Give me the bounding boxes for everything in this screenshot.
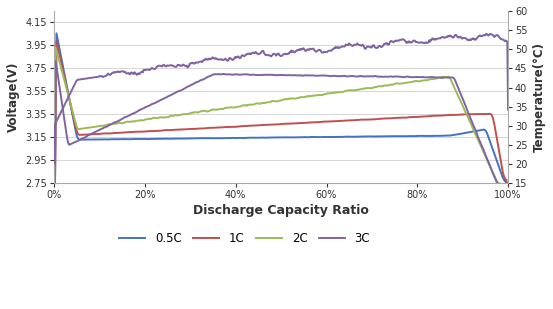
1C bbox=[257, 123, 264, 127]
1C bbox=[393, 116, 400, 120]
2C bbox=[53, 46, 59, 49]
Line: 0.5C: 0.5C bbox=[54, 33, 508, 288]
1C bbox=[319, 120, 326, 124]
3C bbox=[354, 75, 361, 78]
3C bbox=[319, 74, 326, 77]
1C bbox=[132, 130, 139, 133]
3C bbox=[505, 264, 512, 267]
Line: 1C: 1C bbox=[54, 41, 508, 286]
Line: 2C: 2C bbox=[54, 48, 508, 272]
3C bbox=[132, 111, 139, 115]
0.5C bbox=[393, 134, 400, 138]
0.5C bbox=[51, 261, 58, 265]
2C bbox=[132, 120, 139, 123]
0.5C bbox=[257, 136, 264, 139]
2C bbox=[354, 88, 361, 92]
0.5C bbox=[168, 137, 175, 141]
3C bbox=[51, 276, 58, 280]
2C bbox=[393, 82, 400, 85]
0.5C bbox=[319, 135, 326, 139]
1C bbox=[168, 128, 175, 132]
3C bbox=[393, 75, 400, 78]
2C bbox=[257, 102, 264, 105]
1C bbox=[505, 285, 512, 288]
3C bbox=[257, 73, 264, 77]
Y-axis label: Temperature(°C): Temperature(°C) bbox=[533, 42, 546, 152]
2C bbox=[168, 114, 175, 118]
Line: 3C: 3C bbox=[54, 61, 508, 278]
2C bbox=[505, 263, 512, 267]
Legend: 0.5C, 1C, 2C, 3C: 0.5C, 1C, 2C, 3C bbox=[114, 227, 375, 250]
1C bbox=[53, 40, 60, 43]
1C bbox=[51, 266, 58, 270]
0.5C bbox=[132, 137, 139, 141]
Y-axis label: Voltage(V): Voltage(V) bbox=[7, 62, 20, 132]
0.5C bbox=[505, 286, 512, 290]
3C bbox=[53, 59, 59, 63]
0.5C bbox=[53, 32, 60, 35]
2C bbox=[319, 93, 326, 97]
1C bbox=[354, 118, 361, 122]
0.5C bbox=[354, 135, 361, 138]
2C bbox=[51, 270, 58, 274]
X-axis label: Discharge Capacity Ratio: Discharge Capacity Ratio bbox=[193, 205, 369, 218]
3C bbox=[168, 93, 175, 97]
